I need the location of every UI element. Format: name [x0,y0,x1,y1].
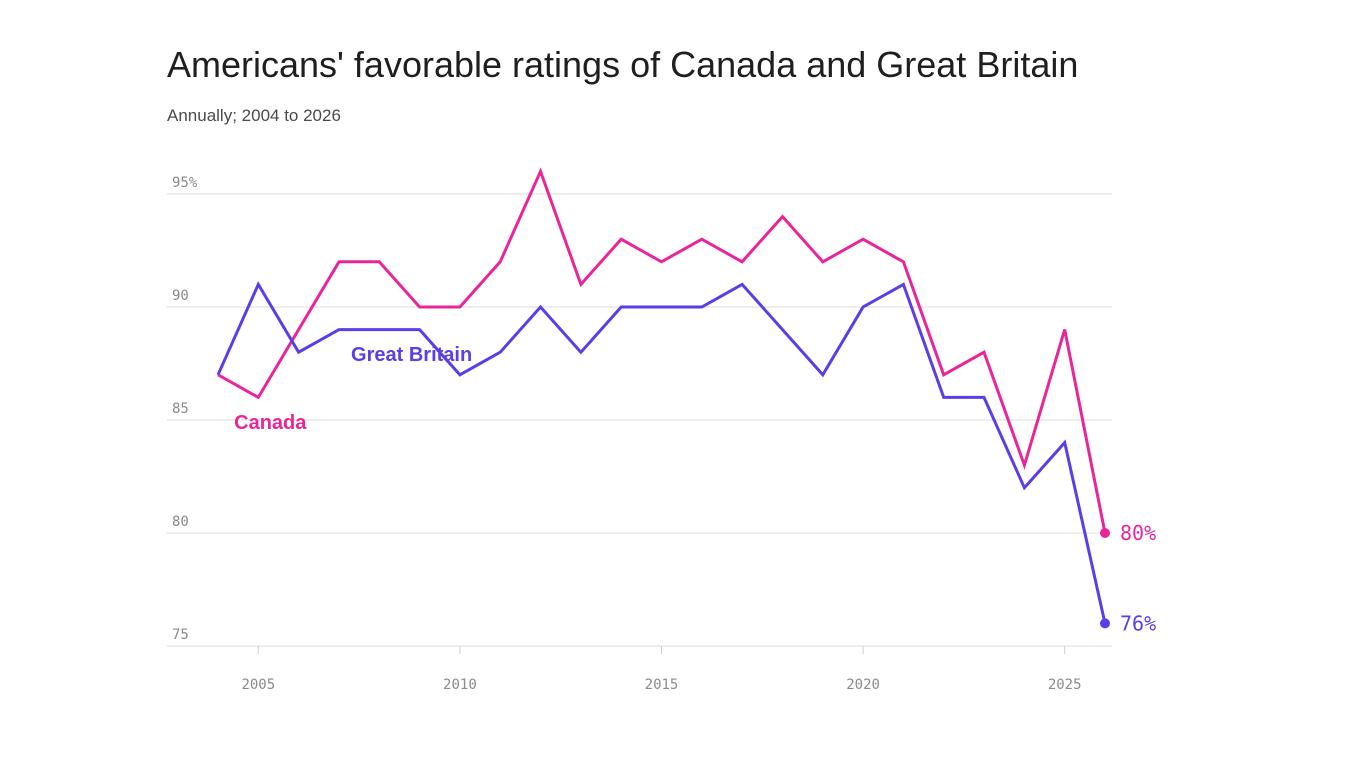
chart-subtitle: Annually; 2004 to 2026 [167,106,341,125]
canada-end-point [1100,528,1110,538]
canada-end-label: 80% [1120,521,1156,545]
y-tick-label: 80 [172,514,189,530]
great-britain-end-point [1100,618,1110,629]
x-tick-label: 2020 [846,677,880,693]
great-britain-line [216,281,1107,624]
x-axis-labels: 2005 2010 2015 2020 2025 [241,646,1082,693]
y-tick-label: 75 [172,627,189,643]
x-tick-label: 2005 [241,677,275,693]
chart-title: Americans' favorable ratings of Canada a… [167,44,1079,85]
great-britain-end-label: 76% [1120,611,1156,635]
gridlines [167,193,1112,647]
y-tick-label: 90 [172,288,189,304]
y-tick-label: 95% [172,175,198,191]
series-lines [216,167,1110,629]
x-tick-label: 2025 [1048,677,1082,693]
great-britain-series-label: Great Britain [351,344,472,366]
canada-line [217,167,1107,534]
series-labels: 80% 76% Canada Great Britain [234,344,1156,635]
x-tick-label: 2015 [645,677,679,693]
y-axis-labels: 75 80 85 90 95% [172,175,198,643]
y-tick-label: 85 [172,401,189,417]
canada-series-label: Canada [234,412,307,434]
x-tick-label: 2010 [443,677,477,693]
